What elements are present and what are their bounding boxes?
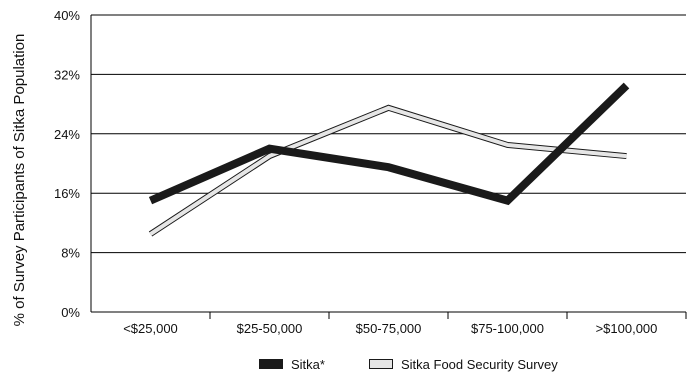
legend: Sitka* Sitka Food Security Survey <box>259 357 558 372</box>
x-tick-label: $25-50,000 <box>237 321 303 336</box>
series-sitka-line <box>148 82 630 206</box>
x-tick-label: <$25,000 <box>123 321 178 336</box>
y-tick-label: 24% <box>54 127 80 142</box>
y-tick-label: 32% <box>54 67 80 82</box>
tick-labels: 0% 8% 16% 24% 32% 40% <$25,000 $25-50,000 $50-75… <box>54 8 657 336</box>
gridlines <box>91 14 686 254</box>
y-tick-label: 8% <box>61 246 80 261</box>
axes <box>90 15 687 319</box>
series-lines <box>148 82 630 237</box>
x-tick-label: $50-75,000 <box>356 321 422 336</box>
legend-label-sitka: Sitka* <box>291 357 325 372</box>
legend-swatch-food-security <box>369 359 393 369</box>
legend-label-food-security: Sitka Food Security Survey <box>401 357 558 372</box>
y-tick-label: 0% <box>61 305 80 320</box>
x-tick-label: >$100,000 <box>596 321 658 336</box>
y-tick-label: 40% <box>54 8 80 23</box>
y-tick-label: 16% <box>54 186 80 201</box>
legend-swatch-sitka <box>259 359 283 369</box>
series-food-security-line <box>149 105 627 236</box>
y-axis-title: % of Survey Participants of Sitka Popula… <box>11 34 28 327</box>
x-tick-label: $75-100,000 <box>471 321 544 336</box>
